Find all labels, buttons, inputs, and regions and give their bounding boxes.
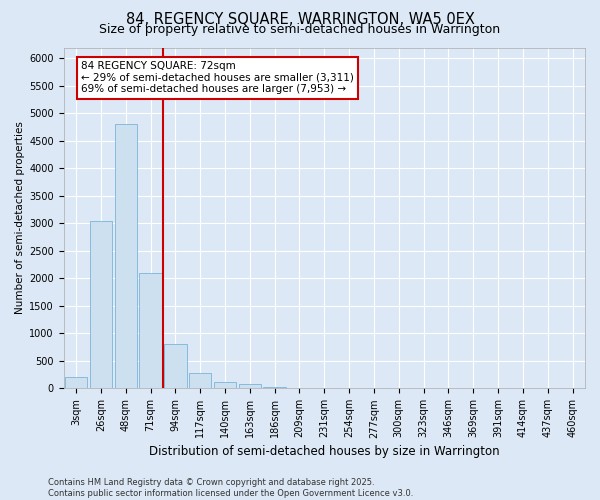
Bar — [65, 378, 87, 388]
X-axis label: Distribution of semi-detached houses by size in Warrington: Distribution of semi-detached houses by … — [149, 444, 500, 458]
Bar — [263, 386, 286, 388]
Bar — [90, 220, 112, 388]
Y-axis label: Number of semi-detached properties: Number of semi-detached properties — [15, 122, 25, 314]
Text: Contains HM Land Registry data © Crown copyright and database right 2025.
Contai: Contains HM Land Registry data © Crown c… — [48, 478, 413, 498]
Bar — [214, 382, 236, 388]
Bar — [139, 273, 162, 388]
Text: 84 REGENCY SQUARE: 72sqm
← 29% of semi-detached houses are smaller (3,311)
69% o: 84 REGENCY SQUARE: 72sqm ← 29% of semi-d… — [81, 61, 354, 94]
Bar — [115, 124, 137, 388]
Bar — [164, 344, 187, 389]
Text: Size of property relative to semi-detached houses in Warrington: Size of property relative to semi-detach… — [100, 22, 500, 36]
Bar — [189, 374, 211, 388]
Text: 84, REGENCY SQUARE, WARRINGTON, WA5 0EX: 84, REGENCY SQUARE, WARRINGTON, WA5 0EX — [125, 12, 475, 28]
Bar — [239, 384, 261, 388]
